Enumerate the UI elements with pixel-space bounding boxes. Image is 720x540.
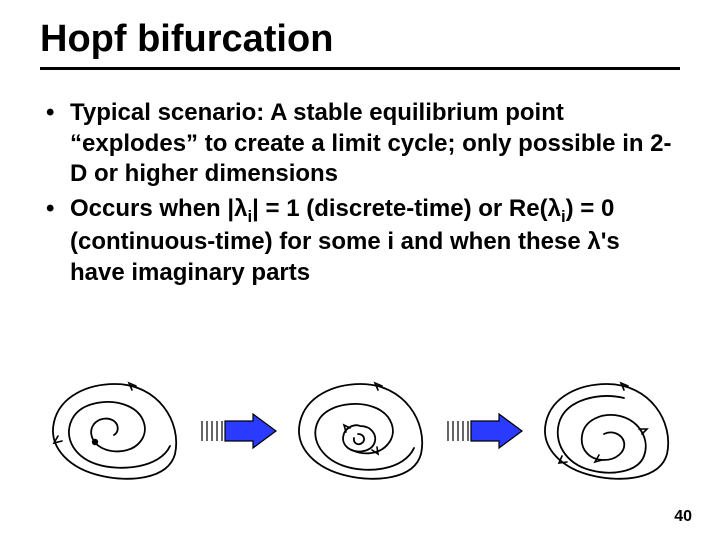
- bullet-item: Occurs when |λi| = 1 (discrete-time) or …: [44, 194, 680, 289]
- transition-arrow-icon: [198, 411, 278, 451]
- phase-portrait-stable-spiral: [40, 376, 190, 486]
- phase-portrait-large-limit-cycle: [532, 376, 682, 486]
- phase-portrait-small-limit-cycle: [286, 376, 436, 486]
- bullet-item: Typical scenario: A stable equilibrium p…: [44, 98, 680, 190]
- transition-arrow-icon: [444, 411, 524, 451]
- slide-title: Hopf bifurcation: [40, 18, 680, 70]
- page-number: 40: [674, 508, 692, 526]
- bullet-list: Typical scenario: A stable equilibrium p…: [40, 98, 680, 289]
- diagram-row: [40, 376, 680, 486]
